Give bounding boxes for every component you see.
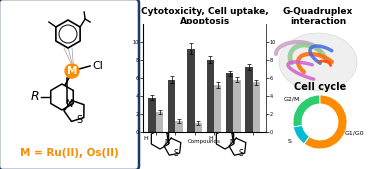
Text: R: R [31,91,39,103]
Text: G2/M: G2/M [284,96,301,102]
Text: H: H [208,137,213,141]
Bar [195,123,202,132]
X-axis label: Compounds: Compounds [188,139,221,144]
Wedge shape [293,125,310,144]
Text: M: M [67,66,77,76]
Text: N: N [164,139,170,145]
Text: Cytotoxicity, Cell uptake,
Apoptosis: Cytotoxicity, Cell uptake, Apoptosis [141,7,269,26]
Text: N: N [66,99,74,109]
Bar [245,67,253,132]
Bar [253,82,260,132]
Bar [207,60,214,132]
Text: H: H [143,137,148,141]
Text: G-Quadruplex
interaction: G-Quadruplex interaction [283,7,353,26]
Text: Cl: Cl [182,114,189,120]
Text: NH₃: NH₃ [247,114,260,120]
Bar [214,85,222,132]
Text: Cell cycle: Cell cycle [294,82,346,92]
FancyBboxPatch shape [0,0,139,169]
Text: G1/G0: G1/G0 [344,131,364,136]
Ellipse shape [279,33,357,91]
Circle shape [228,116,238,126]
Bar [149,98,156,132]
Text: N: N [229,139,235,145]
Text: Cl: Cl [92,61,103,71]
Circle shape [65,64,79,78]
Text: M: M [229,118,236,124]
Text: S: S [76,115,82,125]
Text: M: M [164,118,172,124]
Text: Chloride ion affinity: Chloride ion affinity [148,82,266,92]
Circle shape [163,116,173,126]
Bar [226,73,233,132]
Text: S: S [239,150,243,159]
Bar [156,112,163,132]
Bar [187,49,195,132]
Bar [233,80,241,132]
Text: S: S [174,150,178,159]
Wedge shape [293,95,320,127]
Text: M = Ru(II), Os(II): M = Ru(II), Os(II) [20,148,118,158]
Text: S: S [288,139,291,144]
Wedge shape [304,95,347,149]
Bar [175,121,183,132]
Bar [168,80,175,132]
